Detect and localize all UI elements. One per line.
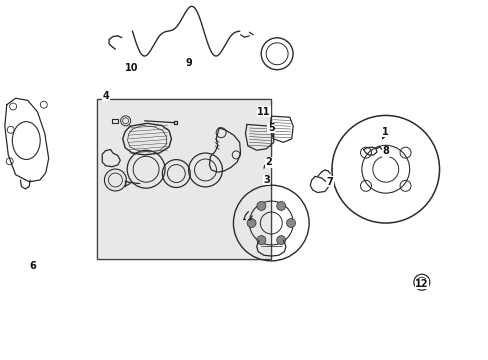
Circle shape [276,202,285,211]
Circle shape [286,219,295,228]
Bar [97,99,271,259]
Text: 10: 10 [124,63,138,73]
Text: 1: 1 [382,127,388,136]
Circle shape [246,219,256,228]
Text: 9: 9 [185,58,191,68]
Text: 7: 7 [325,177,332,187]
Circle shape [256,236,265,244]
Text: 6: 6 [29,261,36,271]
Text: 8: 8 [382,146,388,156]
Text: 2: 2 [265,157,272,167]
Text: 3: 3 [263,175,269,185]
Circle shape [256,202,265,211]
Text: 5: 5 [267,123,274,133]
Text: 11: 11 [257,107,270,117]
Text: 4: 4 [102,91,109,101]
Circle shape [276,236,285,244]
Text: 12: 12 [414,279,427,289]
Bar [97,99,271,259]
